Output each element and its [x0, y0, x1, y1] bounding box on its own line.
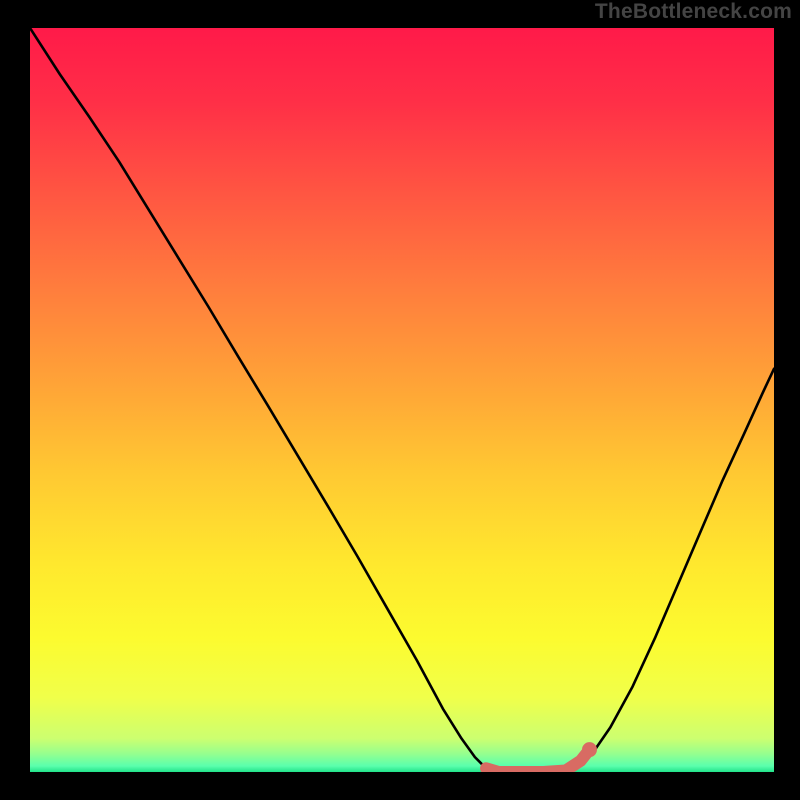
attribution-text: TheBottleneck.com [595, 0, 792, 24]
highlight-segment [486, 750, 589, 772]
chart-frame: TheBottleneck.com [0, 0, 800, 800]
highlight-end-dot [582, 742, 597, 757]
bottleneck-curve [30, 28, 774, 772]
main-curve-path [30, 28, 774, 772]
plot-area [30, 28, 774, 772]
